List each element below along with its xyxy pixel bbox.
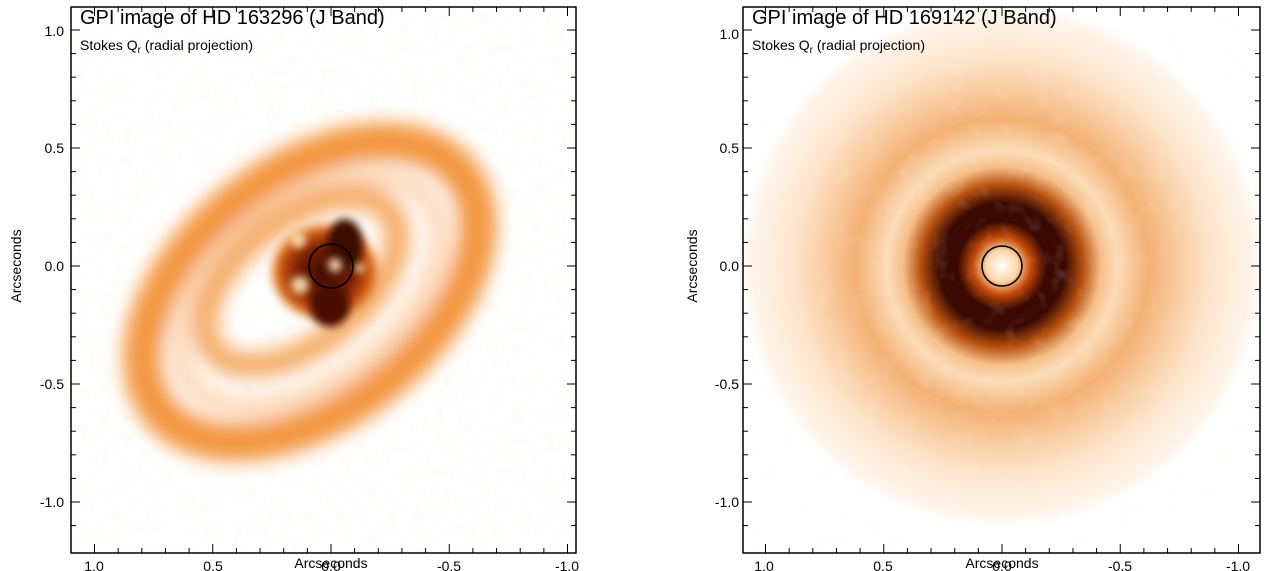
left-x-tick-label: 0.0 <box>321 558 341 571</box>
left-x-tick-label: 1.0 <box>84 558 104 571</box>
right-title: GPI image of HD 169142 (J Band) <box>752 7 1057 29</box>
right-axis-ticks <box>743 7 1260 553</box>
right-y-tick-label: 1.0 <box>720 26 740 42</box>
right-x-tick-label: 0.5 <box>873 558 893 571</box>
right-y-tick-label: 0.0 <box>720 258 740 274</box>
left-x-tick-label: -1.0 <box>555 558 579 571</box>
left-x-tick-label: -0.5 <box>437 558 461 571</box>
left-subtitle: Stokes Qr (radial projection) <box>80 37 253 56</box>
right-xlabel: Arcseconds <box>965 555 1038 571</box>
left-xlabel: Arcseconds <box>294 555 367 571</box>
left-y-tick-label: 0.0 <box>45 258 65 274</box>
left-panel: GPI image of HD 163296 (J Band) Stokes Q… <box>8 6 579 571</box>
right-ylabel: Arcseconds <box>684 229 700 302</box>
right-x-tick-label: 0.0 <box>992 558 1012 571</box>
left-axis-ticks <box>71 7 576 553</box>
left-x-tick-labels: 1.0 0.5 0.0 -0.5 -1.0 <box>84 558 579 571</box>
right-y-tick-label: 0.5 <box>720 140 740 156</box>
left-y-tick-label: -1.0 <box>40 494 64 510</box>
left-y-tick-label: -0.5 <box>40 376 64 392</box>
right-y-tick-labels: 1.0 0.5 0.0 -0.5 -1.0 <box>715 26 739 510</box>
left-y-tick-label: 1.0 <box>45 23 65 39</box>
left-plot-frame <box>70 6 577 554</box>
left-y-tick-labels: 1.0 0.5 0.0 -0.5 -1.0 <box>40 23 64 510</box>
right-subtitle: Stokes Qr (radial projection) <box>752 37 925 56</box>
right-x-tick-label: -0.5 <box>1108 558 1132 571</box>
left-mask-circle <box>308 243 354 289</box>
right-x-tick-label: 1.0 <box>754 558 774 571</box>
left-ylabel: Arcseconds <box>8 229 24 302</box>
right-mask-circle <box>981 245 1023 287</box>
right-panel: GPI image of HD 169142 (J Band) Stokes Q… <box>684 6 1261 571</box>
right-y-tick-label: -0.5 <box>715 376 739 392</box>
left-y-tick-label: 0.5 <box>45 140 65 156</box>
right-x-tick-label: -1.0 <box>1226 558 1250 571</box>
left-x-tick-label: 0.5 <box>203 558 223 571</box>
right-y-tick-label: -1.0 <box>715 494 739 510</box>
left-image <box>71 7 576 553</box>
right-image <box>743 7 1260 553</box>
left-title: GPI image of HD 163296 (J Band) <box>80 7 385 29</box>
right-x-tick-labels: 1.0 0.5 0.0 -0.5 -1.0 <box>754 558 1250 571</box>
